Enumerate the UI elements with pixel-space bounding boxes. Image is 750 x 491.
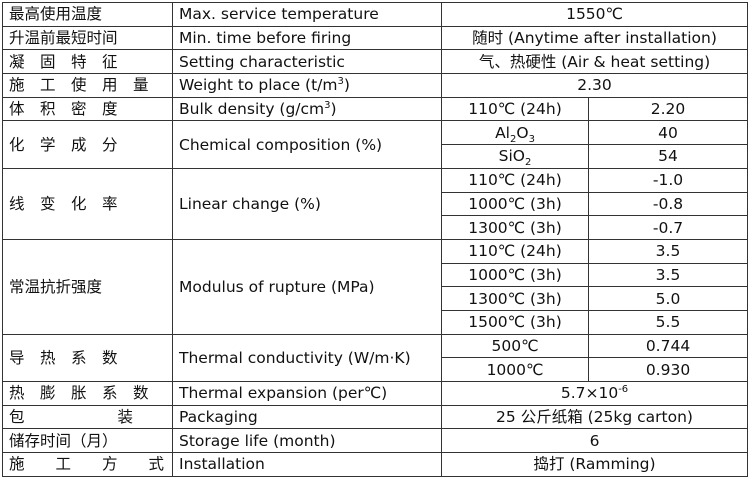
row-label-en: Modulus of rupture (MPa) <box>172 238 442 335</box>
row-label-en: Thermal conductivity (W/m·K) <box>172 333 442 383</box>
row-value: -0.8 <box>587 191 749 217</box>
table-row: 体 积 密 度 Bulk density (g/cm3) 110℃ (24h) … <box>2 96 749 122</box>
table-row: 常温抗折强度 Modulus of rupture (MPa) 110℃ (24… <box>2 238 749 335</box>
row-label-zh: 储存时间（月） <box>2 428 173 454</box>
row-value: 6 <box>440 428 749 454</box>
row-label-en: Max. service temperature <box>172 2 442 27</box>
row-value: 2.30 <box>440 73 749 98</box>
row-value: 5.7×10-6 <box>440 381 749 406</box>
row-label-zh: 体 积 密 度 <box>2 96 173 122</box>
table-row: 储存时间（月） Storage life (month) 6 <box>2 428 749 454</box>
row-label-en: Storage life (month) <box>172 428 442 454</box>
row-label-en: Linear change (%) <box>172 167 442 240</box>
row-label-zh: 热 膨 胀 系 数 <box>2 381 173 406</box>
condition-cell: 1500℃ (3h) <box>441 309 589 335</box>
row-value: 气、热硬性 (Air & heat setting) <box>440 49 749 75</box>
table-row: SiO2 54 <box>3 144 749 169</box>
row-value: 1550℃ <box>440 2 749 27</box>
table-row: 热 膨 胀 系 数 Thermal expansion (per℃) 5.7×1… <box>2 381 749 406</box>
row-value: 3.5 <box>587 238 749 264</box>
row-label-en: Installation <box>172 452 442 477</box>
row-value: 捣打 (Ramming) <box>440 452 749 477</box>
row-value: 0.930 <box>587 357 749 382</box>
row-label-zh: 施 工 方 式 <box>2 452 173 477</box>
row-value: 2.20 <box>587 96 749 122</box>
table-row: 1300℃ (3h) 5.0 <box>3 286 749 311</box>
table-row: 凝 固 特 征 Setting characteristic 气、热硬性 (Ai… <box>2 49 749 75</box>
condition-cell: 110℃ (24h) <box>441 167 589 193</box>
table-row: 1000℃ 0.930 <box>3 357 749 382</box>
row-label-en: Bulk density (g/cm3) <box>172 96 442 122</box>
condition-cell: 1000℃ (3h) <box>441 191 589 217</box>
condition-cell: 500℃ <box>441 333 589 359</box>
row-label-en: Packaging <box>172 404 442 430</box>
table-row: 导 热 系 数 Thermal conductivity (W/m·K) 500… <box>2 333 749 383</box>
row-value: 随时 (Anytime after installation) <box>440 25 749 51</box>
condition-cell: Al2O3 <box>441 120 589 146</box>
row-label-en: Weight to place (t/m3) <box>172 73 442 98</box>
row-label-en: Min. time before firing <box>172 25 442 51</box>
condition-cell: 1000℃ <box>441 357 589 382</box>
table-row: 最高使用温度 Max. service temperature 1550℃ <box>2 2 749 27</box>
table-row: 1000℃ (3h) 3.5 <box>3 262 749 288</box>
row-value: 40 <box>587 120 749 146</box>
row-label-zh: 化 学 成 分 <box>2 120 173 169</box>
row-label-en: Chemical composition (%) <box>172 120 442 169</box>
row-label-zh: 常温抗折强度 <box>2 238 173 335</box>
table-row: 施 工 方 式 Installation 捣打 (Ramming) <box>2 452 749 477</box>
row-label-zh: 线 变 化 率 <box>2 167 173 240</box>
row-label-zh: 最高使用温度 <box>2 2 173 27</box>
condition-cell: 1300℃ (3h) <box>441 215 589 240</box>
row-label-en: Setting characteristic <box>172 49 442 75</box>
condition-cell: 1000℃ (3h) <box>441 262 589 288</box>
table-row: 施 工 使 用 量 Weight to place (t/m3) 2.30 <box>2 73 749 98</box>
row-value: -1.0 <box>587 167 749 193</box>
row-value: 54 <box>587 144 749 169</box>
condition-cell: 110℃ (24h) <box>441 96 589 122</box>
row-label-zh: 导 热 系 数 <box>2 333 173 383</box>
row-label-zh: 凝 固 特 征 <box>2 49 173 75</box>
row-value: 3.5 <box>587 262 749 288</box>
table-row: 化 学 成 分 Chemical composition (%) Al2O3 4… <box>2 120 749 169</box>
table-row: 1500℃ (3h) 5.5 <box>3 309 749 335</box>
table-row: 1300℃ (3h) -0.7 <box>3 215 749 240</box>
table-row: 包 装 Packaging 25 公斤纸箱 (25kg carton) <box>2 404 749 430</box>
condition-cell: 110℃ (24h) <box>441 238 589 264</box>
row-label-zh: 包 装 <box>2 404 173 430</box>
row-value: 5.5 <box>587 309 749 335</box>
row-value: 5.0 <box>587 286 749 311</box>
condition-cell: 1300℃ (3h) <box>441 286 589 311</box>
row-value: 25 公斤纸箱 (25kg carton) <box>440 404 749 430</box>
row-label-en: Thermal expansion (per℃) <box>172 381 442 406</box>
table-row: 1000℃ (3h) -0.8 <box>3 191 749 217</box>
spec-table: 最高使用温度 Max. service temperature 1550℃ 升温… <box>2 2 749 477</box>
row-label-zh: 升温前最短时间 <box>2 25 173 51</box>
row-value: 0.744 <box>587 333 749 359</box>
condition-cell: SiO2 <box>441 144 589 169</box>
table-row: 升温前最短时间 Min. time before firing 随时 (Anyt… <box>2 25 749 51</box>
row-label-zh: 施 工 使 用 量 <box>2 73 173 98</box>
row-value: -0.7 <box>587 215 749 240</box>
table-row: 线 变 化 率 Linear change (%) 110℃ (24h) -1.… <box>2 167 749 240</box>
